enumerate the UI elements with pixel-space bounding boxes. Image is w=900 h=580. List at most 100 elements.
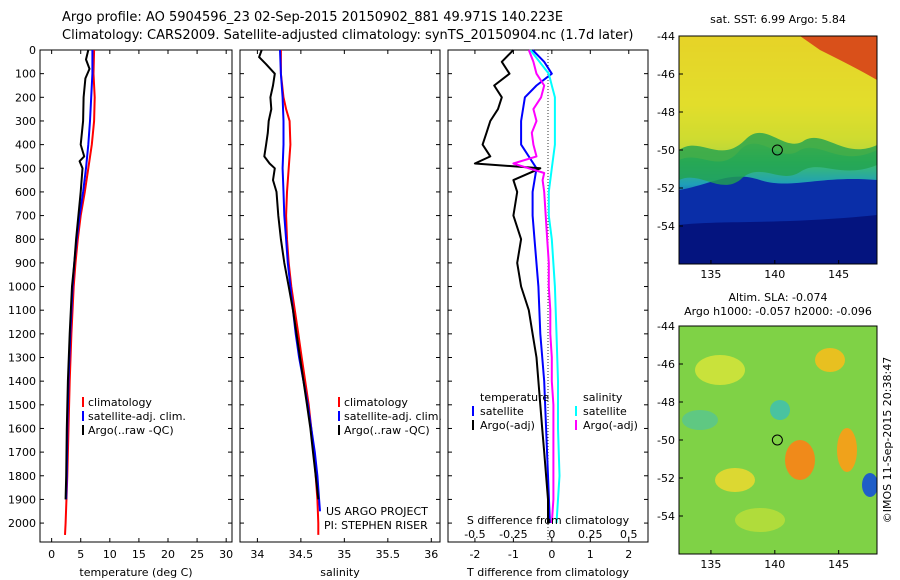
map-x-tick-label: 140	[764, 268, 785, 281]
x-tick-label: 35.5	[376, 548, 401, 561]
y-tick-label: 1100	[8, 304, 36, 317]
salinity-legend: climatology satellite-adj. clim. Argo(..…	[338, 396, 442, 437]
y-tick-label: 200	[15, 91, 36, 104]
legend-label-climatology: climatology	[344, 396, 408, 409]
temperature-xlabel: temperature (deg C)	[79, 566, 192, 579]
legend-label-temp-satellite: satellite	[480, 405, 524, 418]
s-tick-label: 0.25	[578, 528, 603, 541]
sla-blob	[837, 428, 857, 472]
map-y-tick-label: -54	[657, 510, 675, 523]
y-tick-label: 1200	[8, 328, 36, 341]
y-tick-label: 500	[15, 162, 36, 175]
map-x-tick-label: 135	[700, 268, 721, 281]
salinity-difference-label: S difference from climatology	[467, 514, 630, 527]
x-tick-label: 1	[587, 548, 594, 561]
y-tick-label: 1900	[8, 493, 36, 506]
y-tick-label: 1700	[8, 446, 36, 459]
map-x-tick-label: 145	[828, 268, 849, 281]
sst-warm-region	[679, 36, 877, 162]
x-tick-label: -2	[469, 548, 480, 561]
sla-blob	[862, 473, 877, 497]
y-tick-label: 1500	[8, 399, 36, 412]
x-tick-label: 15	[132, 548, 146, 561]
y-tick-label: 1400	[8, 375, 36, 388]
y-tick-label: 800	[15, 233, 36, 246]
y-tick-label: 1300	[8, 352, 36, 365]
map-y-tick-label: -46	[657, 68, 675, 81]
map-y-tick-label: -52	[657, 182, 675, 195]
sst-front	[679, 132, 877, 185]
argo-float-marker	[771, 434, 783, 446]
s-tick-label: -0.5	[464, 528, 485, 541]
temperature-axes-box	[39, 49, 233, 543]
sla-blob	[695, 355, 745, 385]
map-y-tick-label: -46	[657, 358, 675, 371]
map-y-tick-label: -48	[657, 106, 675, 119]
sla-blob	[785, 440, 815, 480]
x-tick-label: 35	[337, 548, 351, 561]
argo-float-marker	[771, 144, 783, 156]
series-line-argo-raw-qc-	[64, 49, 91, 500]
y-tick-label: 1600	[8, 422, 36, 435]
difference-panel: -2 -1 0 1 2 temperature satellite Argo(-adj)…	[447, 49, 649, 579]
project-annotation: US ARGO PROJECT	[326, 505, 428, 518]
y-tick-label: 1800	[8, 470, 36, 483]
figure-title-line-2: Climatology: CARS2009. Satellite-adjuste…	[62, 28, 634, 43]
legend-label-sal-argo: Argo(-adj)	[583, 419, 638, 432]
y-tick-label: 600	[15, 186, 36, 199]
map-x-tick-label: 135	[700, 558, 721, 571]
difference-legend-salinity: salinity satellite Argo(-adj)	[575, 391, 638, 432]
legend-label-temp-argo: Argo(-adj)	[480, 419, 535, 432]
sst-hot-region	[800, 36, 877, 80]
temperature-legend: climatology satellite-adj. clim. Argo(..…	[82, 396, 186, 437]
sla-map-title-line-1: Altim. SLA: -0.074	[728, 291, 827, 304]
y-tick-label: 2000	[8, 517, 36, 530]
series-line-salinity-argo-adj-	[512, 49, 555, 524]
x-tick-label: -1	[508, 548, 519, 561]
s-tick-label: -0.25	[499, 528, 527, 541]
sla-map-panel: Altim. SLA: -0.074 Argo h1000: -0.057 h2…	[657, 291, 894, 571]
x-tick-label: 30	[219, 548, 233, 561]
legend-label-satellite: satellite-adj. clim.	[88, 410, 186, 423]
y-tick-label: 300	[15, 115, 36, 128]
sla-blob	[715, 468, 755, 492]
legend-label-sal-satellite: satellite	[583, 405, 627, 418]
map-x-tick-label: 140	[764, 558, 785, 571]
figure-title-line-1: Argo profile: AO 5904596_23 02-Sep-2015 …	[62, 10, 564, 25]
temperature-difference-label: T difference from climatology	[466, 566, 629, 579]
x-tick-label: 34.5	[289, 548, 314, 561]
series-line-argo-raw-qc-	[258, 49, 320, 500]
x-tick-label: 10	[103, 548, 117, 561]
legend-heading-temperature: temperature	[480, 391, 549, 404]
legend-label-climatology: climatology	[88, 396, 152, 409]
salinity-axes-box	[239, 49, 441, 543]
map-y-tick-label: -54	[657, 220, 675, 233]
pi-annotation: PI: STEPHEN RISER	[324, 519, 428, 532]
salinity-panel: 34 34.5 35 35.5 36 salinity climatology sate…	[239, 49, 442, 579]
s-tick-label: 0.5	[620, 528, 638, 541]
sst-coldest-region	[679, 215, 877, 264]
salinity-xlabel: salinity	[320, 566, 360, 579]
map-y-tick-label: -44	[657, 30, 675, 43]
map-y-tick-label: -50	[657, 434, 675, 447]
y-tick-label: 0	[29, 44, 36, 57]
x-tick-label: 25	[190, 548, 204, 561]
legend-label-argo: Argo(..raw -QC)	[88, 424, 174, 437]
x-tick-label: 20	[161, 548, 175, 561]
legend-label-satellite: satellite-adj. clim.	[344, 410, 442, 423]
x-tick-label: 36	[424, 548, 438, 561]
x-tick-label: 5	[77, 548, 84, 561]
sst-map-panel: sat. SST: 6.99 Argo: 5.84 135 140 145 -44 -4…	[657, 13, 878, 281]
series-line-salinity-satellite	[529, 49, 561, 524]
x-tick-label: 34	[250, 548, 264, 561]
sla-blob	[770, 400, 790, 420]
x-tick-label: 0	[548, 548, 555, 561]
sst-map-title: sat. SST: 6.99 Argo: 5.84	[710, 13, 846, 26]
legend-heading-salinity: salinity	[583, 391, 623, 404]
y-tick-label: 1000	[8, 281, 36, 294]
y-tick-label: 100	[15, 68, 36, 81]
map-y-tick-label: -48	[657, 396, 675, 409]
x-tick-label: 2	[625, 548, 632, 561]
imos-timestamp: ©IMOS 11-Sep-2015 20:38:47	[881, 357, 894, 523]
map-y-tick-label: -44	[657, 320, 675, 333]
